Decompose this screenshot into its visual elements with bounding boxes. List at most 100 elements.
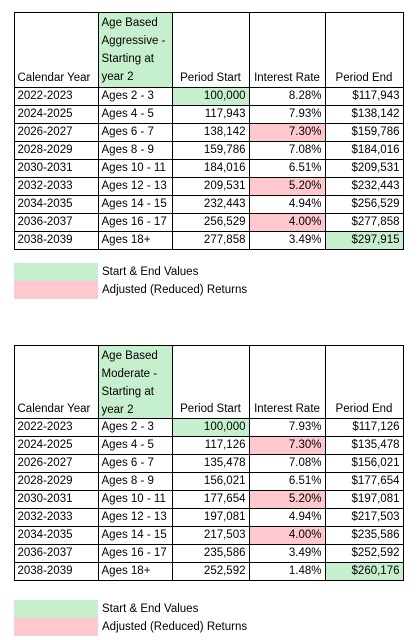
table-cell: 138,142 (171, 122, 250, 142)
table-cell: 2024-2025 (13, 104, 99, 124)
table-cell: 5.20% (248, 489, 326, 509)
table-cell: 2036-2037 (13, 212, 99, 232)
table-cell: $138,142 (324, 104, 404, 124)
table-cell: $117,943 (324, 86, 404, 106)
table-cell: 4.00% (248, 525, 326, 545)
table-cell: 7.30% (248, 435, 326, 455)
table-cell: $256,529 (324, 194, 404, 214)
header-cell: Age Based Aggressive - Starting at year … (97, 11, 173, 88)
table-cell: 6.51% (248, 471, 326, 491)
header-cell: Period Start (171, 11, 250, 88)
table-cell: $184,016 (324, 140, 404, 160)
table-cell: Ages 10 - 11 (97, 158, 173, 178)
table-cell: 135,478 (171, 453, 250, 473)
header-cell: Interest Rate (248, 11, 326, 88)
table-cell: 7.93% (248, 104, 326, 124)
table-cell: Ages 16 - 17 (97, 212, 173, 232)
table-cell: 8.28% (248, 86, 326, 106)
table-cell: 2028-2029 (13, 471, 99, 491)
table-cell: $297,915 (324, 230, 404, 250)
table-cell: 2026-2027 (13, 122, 99, 142)
table-cell: $252,592 (324, 543, 404, 563)
table-cell: 2022-2023 (13, 86, 99, 106)
legend-swatch (14, 281, 98, 299)
table-cell: 277,858 (171, 230, 250, 250)
header-cell: Age Based Moderate - Starting at year 2 (97, 344, 173, 419)
table-cell: 2034-2035 (13, 525, 99, 545)
header-cell: Period Start (171, 344, 250, 419)
table-cell: 117,943 (171, 104, 250, 124)
header-cell: Interest Rate (248, 344, 326, 419)
table-cell: $177,654 (324, 471, 404, 491)
table-cell: 5.20% (248, 176, 326, 196)
table-cell: 2036-2037 (13, 543, 99, 563)
legend-swatch (14, 618, 98, 636)
table-cell: Ages 8 - 9 (97, 471, 173, 491)
table-cell: 7.08% (248, 140, 326, 160)
table-cell: Ages 8 - 9 (97, 140, 173, 160)
table-cell: 252,592 (171, 561, 250, 581)
table-cell: $232,443 (324, 176, 404, 196)
legend-swatch (14, 263, 98, 281)
table-cell: 256,529 (171, 212, 250, 232)
table-cell: $135,478 (324, 435, 404, 455)
table-cell: 100,000 (171, 417, 250, 437)
table-cell: 2024-2025 (13, 435, 99, 455)
table-cell: Ages 2 - 3 (97, 417, 173, 437)
table-cell: Ages 6 - 7 (97, 453, 173, 473)
table-cell: Ages 2 - 3 (97, 86, 173, 106)
table-cell: 177,654 (171, 489, 250, 509)
table-cell: Ages 10 - 11 (97, 489, 173, 509)
table-cell: 2038-2039 (13, 561, 99, 581)
legend-label: Start & End Values (102, 266, 199, 278)
table-cell: $197,081 (324, 489, 404, 509)
table-cell: Ages 12 - 13 (97, 176, 173, 196)
table-cell: 2028-2029 (13, 140, 99, 160)
legend-swatch (14, 600, 98, 618)
table-cell: 3.49% (248, 543, 326, 563)
table-cell: 2032-2033 (13, 507, 99, 527)
table-cell: 4.00% (248, 212, 326, 232)
legend-label: Adjusted (Reduced) Returns (102, 284, 248, 296)
table-cell: 7.08% (248, 453, 326, 473)
table-cell: 1.48% (248, 561, 326, 581)
table-cell: 235,586 (171, 543, 250, 563)
table-cell: 159,786 (171, 140, 250, 160)
table-cell: 2022-2023 (13, 417, 99, 437)
table-cell: 184,016 (171, 158, 250, 178)
table-cell: 100,000 (171, 86, 250, 106)
table-cell: 217,503 (171, 525, 250, 545)
table-cell: 117,126 (171, 435, 250, 455)
table-cell: $117,126 (324, 417, 404, 437)
table-cell: Ages 4 - 5 (97, 104, 173, 124)
table-cell: 4.94% (248, 194, 326, 214)
header-cell: Period End (324, 11, 404, 88)
table-cell: $159,786 (324, 122, 404, 142)
table-cell: 2030-2031 (13, 489, 99, 509)
table-cell: $235,586 (324, 525, 404, 545)
table-cell: 2032-2033 (13, 176, 99, 196)
header-cell: Period End (324, 344, 404, 419)
table-cell: 156,021 (171, 471, 250, 491)
table-cell: Ages 14 - 15 (97, 194, 173, 214)
table-cell: 197,081 (171, 507, 250, 527)
table-cell: 6.51% (248, 158, 326, 178)
table-cell: Ages 6 - 7 (97, 122, 173, 142)
table-cell: 7.93% (248, 417, 326, 437)
table-cell: 3.49% (248, 230, 326, 250)
header-cell: Calendar Year (13, 344, 99, 419)
table-cell: $217,503 (324, 507, 404, 527)
table-cell: 2038-2039 (13, 230, 99, 250)
table-cell: Ages 12 - 13 (97, 507, 173, 527)
legend-label: Start & End Values (102, 603, 199, 615)
table-cell: 2034-2035 (13, 194, 99, 214)
table-cell: 209,531 (171, 176, 250, 196)
table-cell: $260,176 (324, 561, 404, 581)
table-cell: $156,021 (324, 453, 404, 473)
table-cell: 232,443 (171, 194, 250, 214)
table-cell: Ages 18+ (97, 230, 173, 250)
table-cell: Ages 14 - 15 (97, 525, 173, 545)
table-cell: Ages 4 - 5 (97, 435, 173, 455)
header-cell: Calendar Year (13, 11, 99, 88)
